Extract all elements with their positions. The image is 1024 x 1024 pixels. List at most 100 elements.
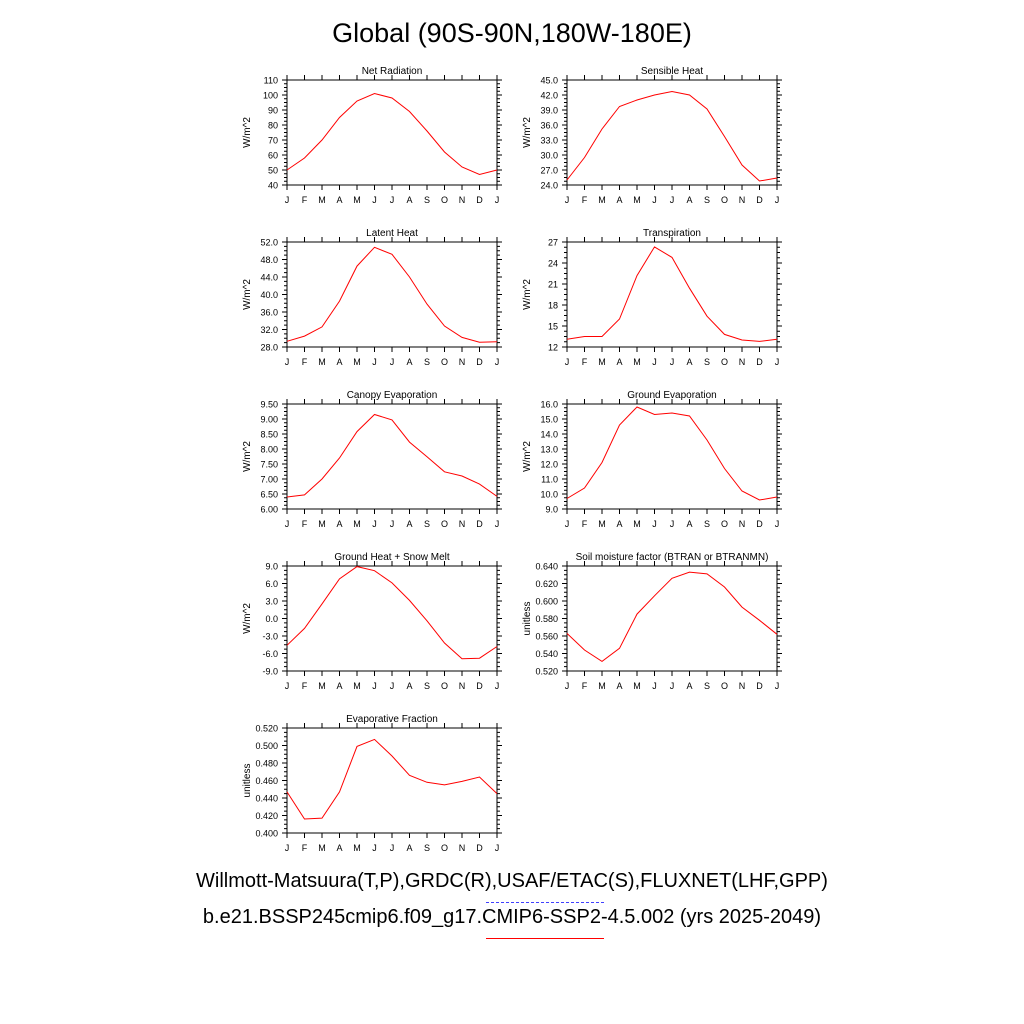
y-tick-label: 8.50 [260, 430, 278, 440]
y-tick-label: 0.0 [265, 614, 278, 624]
y-tick-label: -6.0 [262, 649, 278, 659]
x-tick-label: A [686, 357, 692, 367]
y-tick-label: 60 [268, 151, 278, 161]
y-tick-label: 9.00 [260, 415, 278, 425]
y-tick-label: 18 [548, 301, 558, 311]
x-tick-label: O [721, 681, 728, 691]
x-tick-label: F [302, 195, 308, 205]
y-tick-label: 0.500 [255, 741, 278, 751]
x-tick-label: A [336, 195, 342, 205]
y-tick-label: 3.0 [265, 597, 278, 607]
x-tick-label: O [721, 357, 728, 367]
legend-model-swatch [486, 938, 604, 939]
y-tick-label: 12 [548, 343, 558, 353]
y-tick-label: 0.520 [255, 724, 278, 734]
x-tick-label: D [476, 195, 483, 205]
x-tick-label: N [459, 357, 466, 367]
x-tick-label: J [775, 357, 780, 367]
chart-panel-ground-evaporation: J F M A M J J A S O N D J9.010.011.012.013.014.015.0… [522, 390, 782, 529]
plot-frame [286, 241, 498, 348]
x-tick-label: A [616, 195, 622, 205]
y-tick-label: 39.0 [540, 106, 558, 116]
x-tick-label: J [285, 195, 290, 205]
x-tick-label: N [459, 681, 466, 691]
chart-panel-latent-heat: J F M A M J J A S O N D J28.032.036.040.044.048.052.… [242, 228, 502, 367]
y-axis-label: W/m^2 [242, 441, 253, 472]
x-tick-label: J [670, 681, 675, 691]
y-tick-label: 14.0 [540, 430, 558, 440]
y-axis-label: W/m^2 [242, 279, 253, 310]
y-tick-label: 42.0 [540, 91, 558, 101]
y-tick-label: 9.0 [265, 562, 278, 572]
legend-observations-label: Willmott-Matsuura(T,P),GRDC(R),USAF/ETAC… [196, 870, 828, 892]
x-tick-label: J [390, 843, 395, 853]
y-tick-label: 36.0 [540, 121, 558, 131]
x-tick-label: J [495, 681, 500, 691]
y-tick-label: 0.520 [535, 667, 558, 677]
y-tick-label: 9.0 [545, 505, 558, 515]
x-tick-label: S [424, 681, 430, 691]
y-tick-label: 6.0 [265, 579, 278, 589]
y-tick-label: 0.560 [535, 632, 558, 642]
y-tick-label: 13.0 [540, 445, 558, 455]
y-axis-label: W/m^2 [522, 117, 533, 148]
x-tick-label: J [652, 519, 657, 529]
y-tick-label: 21 [548, 280, 558, 290]
x-tick-label: J [670, 195, 675, 205]
x-tick-label: J [372, 357, 377, 367]
chart-title: Net Radiation [362, 66, 423, 77]
x-tick-label: M [633, 357, 641, 367]
y-tick-label: 15.0 [540, 415, 558, 425]
x-tick-label: F [302, 357, 308, 367]
y-tick-label: 7.50 [260, 460, 278, 470]
chart-panel-evaporative-fraction: J F M A M J J A S O N D J0.4000.4200.4400.4600.4800.… [242, 714, 502, 853]
y-tick-label: 0.480 [255, 759, 278, 769]
x-tick-label: S [704, 681, 710, 691]
x-tick-label: M [598, 195, 606, 205]
y-tick-label: 32.0 [260, 325, 278, 335]
y-tick-label: 0.540 [535, 649, 558, 659]
plot-frame [286, 565, 498, 672]
y-tick-label: 0.400 [255, 829, 278, 839]
y-tick-label: 50 [268, 166, 278, 176]
x-tick-label: A [406, 195, 412, 205]
y-tick-label: 6.50 [260, 490, 278, 500]
y-tick-label: 40.0 [260, 290, 278, 300]
y-tick-label: 28.0 [260, 343, 278, 353]
series-line [286, 738, 498, 820]
y-tick-label: 0.440 [255, 794, 278, 804]
x-tick-label: J [495, 519, 500, 529]
x-tick-label: M [318, 357, 326, 367]
x-tick-label: S [424, 357, 430, 367]
x-tick-label: A [616, 357, 622, 367]
x-tick-label: S [424, 519, 430, 529]
x-tick-label: D [476, 519, 483, 529]
plot-frame [566, 79, 778, 186]
y-tick-label: 0.640 [535, 562, 558, 572]
x-tick-label: J [390, 681, 395, 691]
x-tick-label: J [652, 195, 657, 205]
x-tick-label: M [633, 681, 641, 691]
chart-panel-canopy-evaporation: J F M A M J J A S O N D J6.006.507.007.508.008.509.0… [242, 390, 502, 529]
y-axis-label: W/m^2 [242, 603, 253, 634]
y-tick-label: 11.0 [541, 475, 558, 485]
y-tick-label: 44.0 [260, 273, 278, 283]
x-tick-label: A [406, 357, 412, 367]
x-tick-label: J [390, 357, 395, 367]
x-tick-label: M [633, 195, 641, 205]
x-tick-label: J [565, 681, 570, 691]
x-tick-label: J [285, 843, 290, 853]
x-tick-label: A [616, 681, 622, 691]
series-line [566, 90, 778, 182]
series-line [286, 246, 498, 343]
x-tick-label: A [686, 195, 692, 205]
y-tick-label: 27.0 [540, 166, 558, 176]
x-tick-label: J [775, 519, 780, 529]
x-tick-label: N [459, 843, 466, 853]
x-tick-label: J [372, 681, 377, 691]
chart-title: Ground Evaporation [627, 390, 717, 401]
x-tick-label: O [441, 843, 448, 853]
x-tick-label: A [406, 519, 412, 529]
y-tick-label: 0.580 [535, 614, 558, 624]
